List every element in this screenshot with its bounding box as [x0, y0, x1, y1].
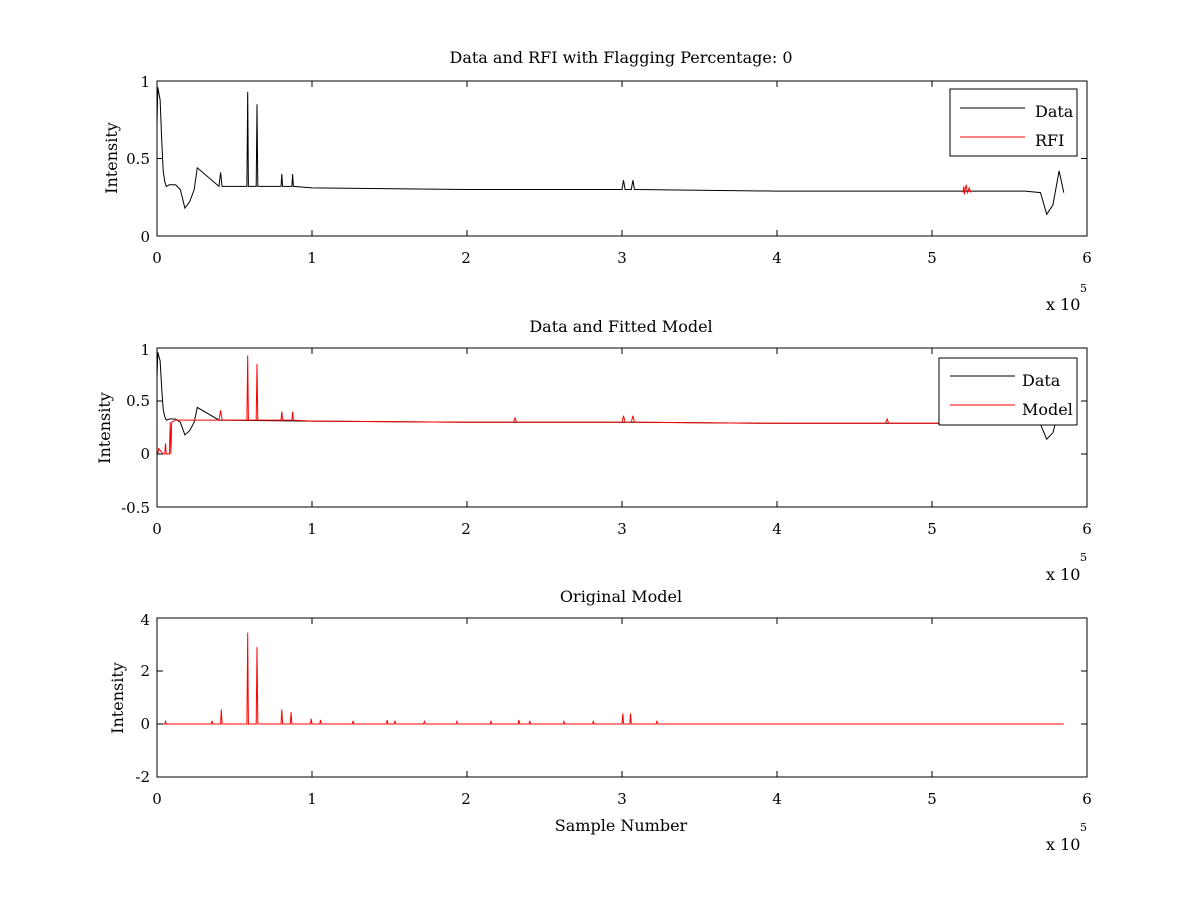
panel-1-xticks: 0 1 2 3 4 5 6	[152, 249, 1092, 267]
panel-2: Data and Fitted Model Intensity -0.5 0 0…	[95, 317, 1092, 584]
panel-2-model-line	[157, 355, 979, 455]
panel-2-xtick-label: 4	[772, 520, 782, 538]
panel-2-legend: Data Model	[938, 357, 1078, 426]
panel-1-legend-label-rfi: RFI	[1035, 131, 1064, 150]
panel-1-title: Data and RFI with Flagging Percentage: 0	[449, 48, 792, 67]
panel-1-data-line	[157, 87, 1065, 216]
panel-1-xtick-label: 4	[772, 249, 782, 267]
panel-3-xtick-label: 3	[617, 790, 627, 808]
panel-3-xtick-label: 0	[152, 790, 162, 808]
panel-2-xtick-label: 6	[1082, 520, 1092, 538]
panel-3-ylabel: Intensity	[108, 662, 127, 734]
panel-3-x-exponent: x 10 5	[1046, 821, 1087, 854]
panel-2-ytick-label: -0.5	[121, 499, 150, 517]
panel-1-x-exponent: x 10 5	[1046, 282, 1087, 314]
panel-1-plot	[156, 80, 1088, 237]
panel-3-xtick-label: 5	[927, 790, 937, 808]
panel-2-xtick-label: 1	[307, 520, 317, 538]
panel-3-xtick-label: 1	[307, 790, 317, 808]
panel-1-ytick-label: 0	[140, 228, 150, 246]
panel-1-xtick-label: 6	[1082, 249, 1092, 267]
panel-2-legend-box	[938, 357, 1078, 426]
panel-3-ytick-label: 0	[140, 715, 150, 733]
panel-2-xtick-label: 2	[461, 520, 471, 538]
panel-2-ytick-label: 0	[140, 445, 150, 463]
panel-2-xticks: 0 1 2 3 4 5 6	[152, 520, 1092, 538]
panel-1-xtick-label: 1	[307, 249, 317, 267]
panel-2-xtick-label: 3	[617, 520, 627, 538]
panel-3-ytick-label: -2	[135, 768, 150, 786]
panel-2-yticks: -0.5 0 0.5 1	[121, 341, 150, 517]
panel-2-xtick-label: 0	[152, 520, 162, 538]
panel-1-ytick-label: 0.5	[126, 150, 150, 168]
panel-1-exponent-base: x 10	[1046, 295, 1080, 314]
panel-3-yticks: -2 0 2 4	[135, 611, 150, 786]
panel-3-ytick-label: 2	[140, 662, 150, 680]
panel-1-legend: Data RFI	[949, 88, 1078, 157]
panel-3-ytick-label: 4	[140, 611, 150, 629]
panel-1-xtick-label: 0	[152, 249, 162, 267]
panel-3-title: Original Model	[560, 587, 682, 606]
panel-3-exponent-power: 5	[1080, 821, 1087, 834]
panel-2-ytick-label: 1	[140, 341, 150, 359]
panel-3-xticks: 0 1 2 3 4 5 6	[152, 790, 1092, 808]
panel-1-legend-box	[949, 88, 1078, 157]
panel-2-legend-label-data: Data	[1022, 371, 1061, 390]
panel-1-ytick-label: 1	[140, 73, 150, 91]
panel-3-xtick-label: 6	[1082, 790, 1092, 808]
panel-2-ytick-label: 0.5	[126, 392, 150, 410]
panel-3: Original Model Intensity -2 0 2 4 0 1 2 …	[108, 587, 1092, 854]
panel-3-xlabel: Sample Number	[555, 816, 688, 835]
panel-3-xtick-label: 2	[461, 790, 471, 808]
panel-3-xtick-label: 4	[772, 790, 782, 808]
panel-1-yticks: 0 0.5 1	[126, 73, 150, 246]
panel-3-series-1-line	[157, 632, 1064, 725]
panel-1-xtick-label: 5	[927, 249, 937, 267]
panel-1-xtick-label: 2	[461, 249, 471, 267]
panel-1: Data and RFI with Flagging Percentage: 0…	[102, 48, 1092, 314]
panel-1-legend-label-data: Data	[1035, 102, 1074, 121]
panel-2-ylabel: Intensity	[95, 392, 114, 464]
panel-1-ylabel: Intensity	[102, 122, 121, 194]
panel-1-exponent-power: 5	[1080, 282, 1087, 295]
panel-2-xtick-label: 5	[927, 520, 937, 538]
panel-1-xtick-label: 3	[617, 249, 627, 267]
panel-2-x-exponent: x 10 5	[1046, 551, 1087, 584]
panel-1-rfi-line	[962, 184, 972, 195]
panel-2-exponent-base: x 10	[1046, 565, 1080, 584]
panel-3-exponent-base: x 10	[1046, 835, 1080, 854]
panel-2-legend-label-model: Model	[1022, 400, 1073, 419]
panel-2-title: Data and Fitted Model	[529, 317, 712, 336]
panel-3-plot	[156, 617, 1088, 778]
panel-2-exponent-power: 5	[1080, 551, 1087, 564]
